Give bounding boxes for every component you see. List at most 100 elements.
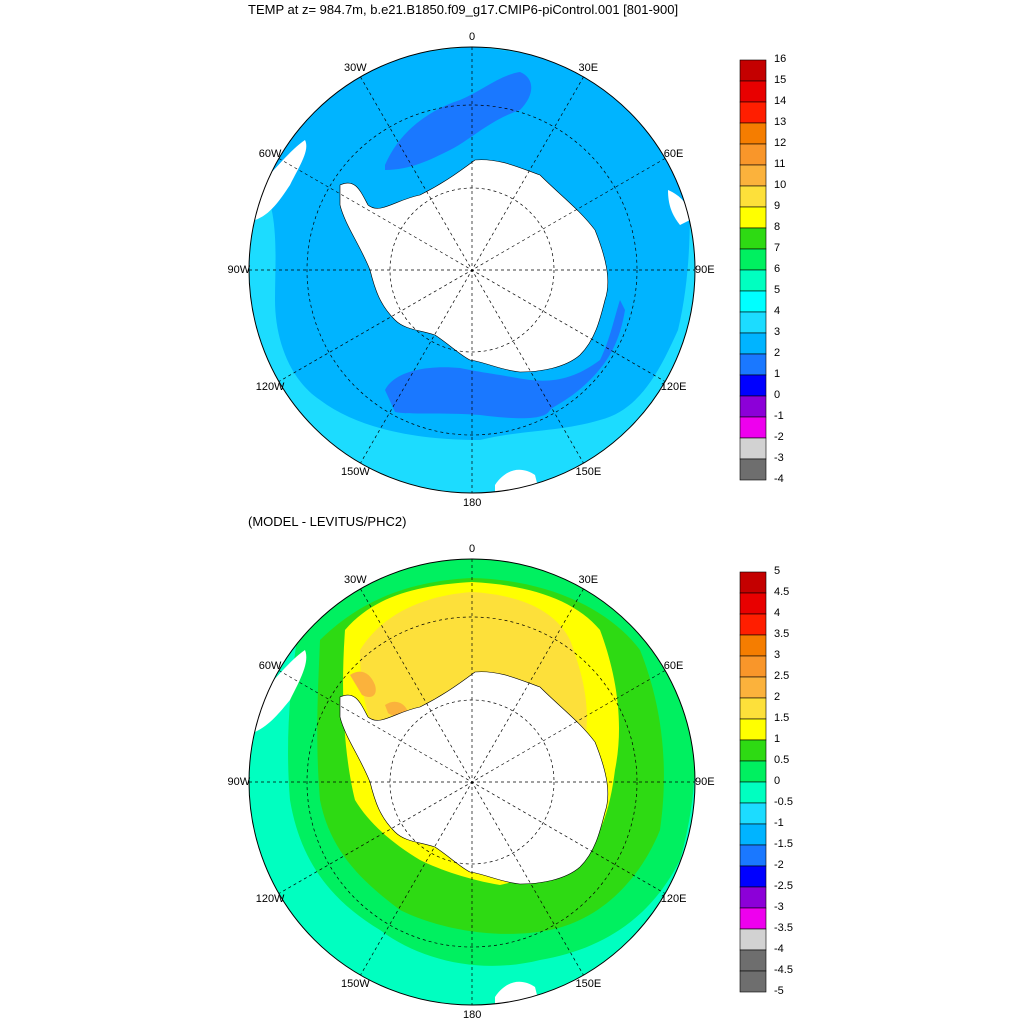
colorbar-swatch <box>739 122 767 145</box>
longitude-label: 120E <box>660 892 687 905</box>
colorbar-tick-label: -2.5 <box>774 880 793 892</box>
colorbar-swatch <box>739 592 767 615</box>
longitude-label: 150E <box>575 465 602 478</box>
colorbar-swatch <box>739 760 767 783</box>
colorbar-tick-label: 0 <box>774 775 781 787</box>
colorbar-tick-label: 3.5 <box>774 628 790 640</box>
colorbar-tick-label: 13 <box>774 116 787 128</box>
colorbar-swatch <box>739 823 767 846</box>
colorbar-tick-label: 2 <box>774 691 781 703</box>
longitude-label: 120W <box>255 380 285 393</box>
colorbar-tick-label: 8 <box>774 221 781 233</box>
colorbar-tick-label: 5 <box>774 565 781 577</box>
colorbar-swatch <box>739 101 767 124</box>
colorbar-swatch <box>739 59 767 82</box>
colorbar-tick-label: 1 <box>774 368 781 380</box>
colorbar-swatch <box>739 676 767 699</box>
colorbar-tick-label: 3 <box>774 649 781 661</box>
colorbar-tick-label: -1 <box>774 817 784 829</box>
colorbar-tick-label: 4 <box>774 305 781 317</box>
colorbar-swatch <box>739 571 767 594</box>
colorbar-swatch <box>739 949 767 972</box>
colorbar-tick-label: 4 <box>774 607 781 619</box>
longitude-label: 60W <box>258 147 282 160</box>
longitude-label: 120W <box>255 892 285 905</box>
longitude-label: 30E <box>578 62 599 75</box>
colorbar-tick-label: -2 <box>774 431 784 443</box>
colorbar-tick-label: -5 <box>774 985 784 997</box>
colorbar-tick-label: -4 <box>774 473 784 485</box>
colorbar-swatch <box>739 634 767 657</box>
colorbar-swatch <box>739 332 767 355</box>
colorbar-tick-label: 2 <box>774 347 781 359</box>
colorbar-swatch <box>739 437 767 460</box>
colorbar-swatch <box>739 185 767 208</box>
longitude-label: 120E <box>660 380 687 393</box>
bottom-meridians <box>249 559 695 1005</box>
longitude-label: 30W <box>344 62 367 75</box>
colorbar-swatch <box>739 458 767 481</box>
top-antarctica <box>339 159 609 373</box>
colorbar-swatch <box>739 907 767 930</box>
colorbar-tick-label: -3 <box>774 901 784 913</box>
colorbar-swatch <box>739 374 767 397</box>
colorbar-swatch <box>739 206 767 229</box>
colorbar-swatch <box>739 802 767 825</box>
bottom-colorbar <box>739 571 767 993</box>
colorbar-swatch <box>739 739 767 762</box>
longitude-label: 180 <box>463 497 482 509</box>
colorbar-tick-label: -4.5 <box>774 964 793 976</box>
colorbar-tick-label: 1 <box>774 733 781 745</box>
longitude-label: 90E <box>695 264 715 276</box>
colorbar-tick-label: -4 <box>774 943 784 955</box>
top-map-border <box>248 46 696 494</box>
colorbar-swatch <box>739 227 767 250</box>
colorbar-tick-label: 2.5 <box>774 670 790 682</box>
colorbar-swatch <box>739 865 767 888</box>
colorbar-tick-label: 16 <box>774 53 787 65</box>
colorbar-swatch <box>739 697 767 720</box>
colorbar-swatch <box>739 248 767 271</box>
longitude-label: 90W <box>227 776 251 788</box>
colorbar-swatch <box>739 395 767 418</box>
colorbar-swatch <box>739 143 767 166</box>
longitude-label: 0 <box>469 543 476 555</box>
colorbar-swatch <box>739 80 767 103</box>
colorbar-tick-label: 1.5 <box>774 712 790 724</box>
colorbar-swatch <box>739 269 767 292</box>
top-meridians <box>249 47 695 493</box>
colorbar-tick-label: 0 <box>774 389 781 401</box>
bottom-south-america-land <box>255 650 307 732</box>
colorbar-tick-label: 4.5 <box>774 586 790 598</box>
bottom-map-border <box>248 558 696 1006</box>
colorbar-swatch <box>739 311 767 334</box>
longitude-label: 60W <box>258 659 282 672</box>
bottom-anom-2to25-patch <box>350 671 376 697</box>
colorbar-tick-label: 15 <box>774 74 787 86</box>
longitude-label: 60E <box>663 147 684 160</box>
colorbar-tick-label: 3 <box>774 326 781 338</box>
longitude-label: 150E <box>575 977 602 990</box>
top-south-america-land <box>255 140 307 220</box>
colorbar-tick-label: -3.5 <box>774 922 793 934</box>
colorbar-swatch <box>739 844 767 867</box>
colorbar-swatch <box>739 290 767 313</box>
longitude-label: 30W <box>344 574 367 587</box>
colorbar-swatch <box>739 353 767 376</box>
bottom-antarctica <box>339 671 609 885</box>
colorbar-swatch <box>739 928 767 951</box>
colorbar-swatch <box>739 781 767 804</box>
top-africa-land <box>668 190 690 225</box>
longitude-label: 90E <box>695 776 715 788</box>
colorbar-tick-label: 10 <box>774 179 787 191</box>
bottom-polar-map <box>248 558 696 1006</box>
longitude-label: 90W <box>227 264 251 276</box>
colorbar-tick-label: -2 <box>774 859 784 871</box>
colorbar-tick-label: -1.5 <box>774 838 793 850</box>
colorbar-tick-label: 14 <box>774 95 787 107</box>
top-colorbar <box>739 59 767 481</box>
colorbar-tick-label: 12 <box>774 137 787 149</box>
colorbar-tick-label: -3 <box>774 452 784 464</box>
colorbar-swatch <box>739 164 767 187</box>
